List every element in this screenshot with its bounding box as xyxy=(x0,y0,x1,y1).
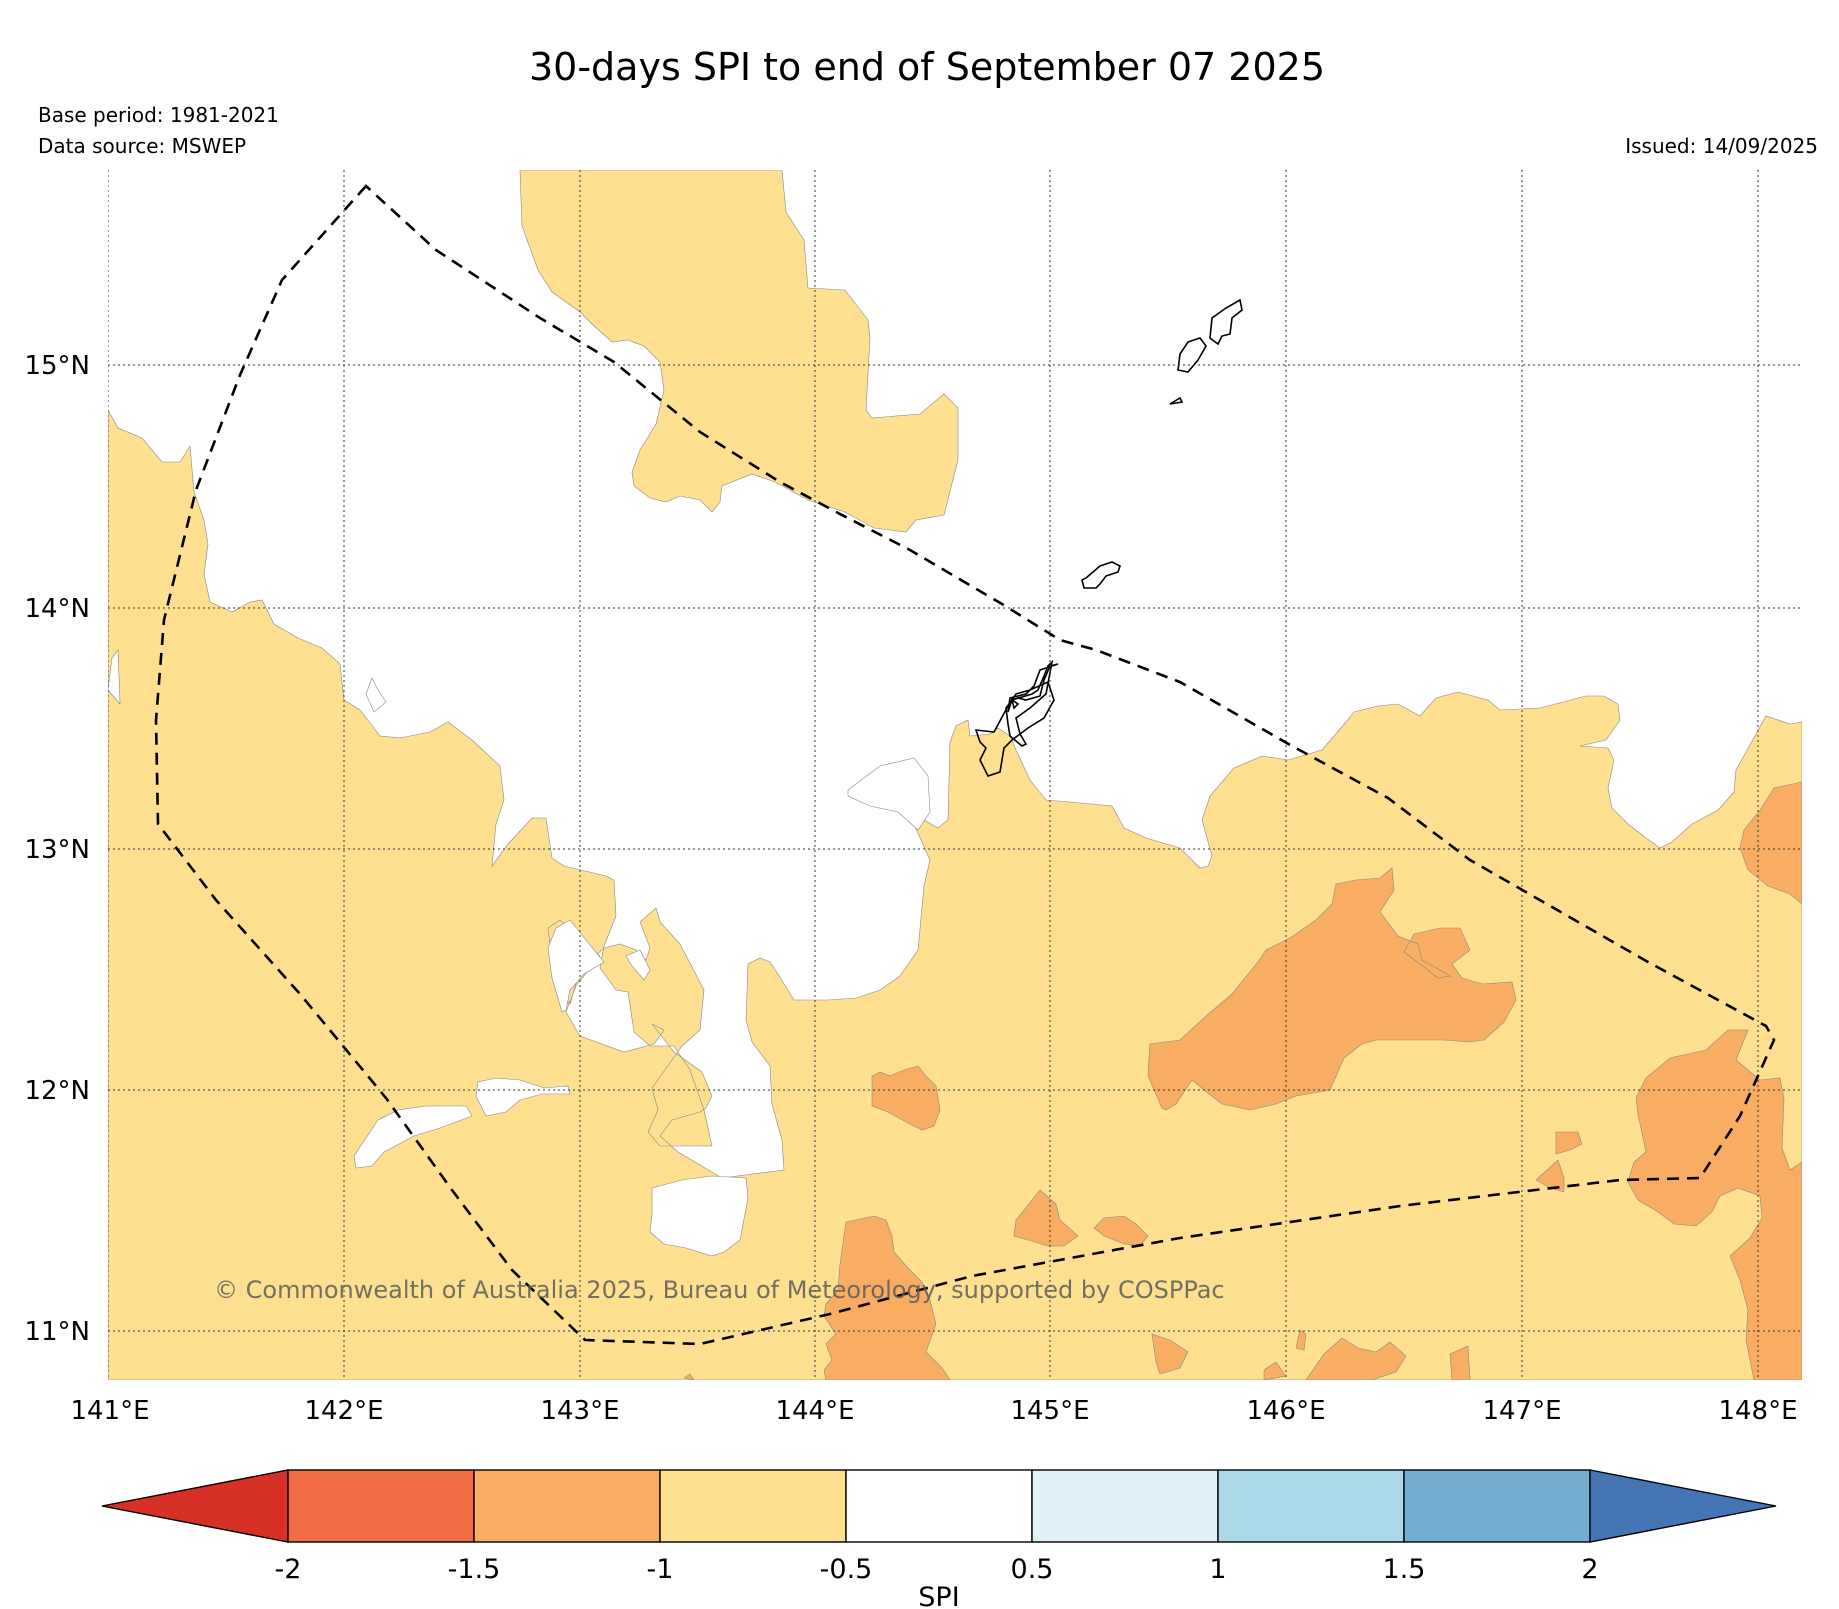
colorbar-tick: 0.5 xyxy=(1011,1554,1054,1585)
colorbar-label: SPI xyxy=(918,1582,959,1609)
lat-tick-11n: 11°N xyxy=(24,1317,90,1347)
spi-white-island-8 xyxy=(649,1175,749,1257)
colorbar-tick: -0.5 xyxy=(820,1554,873,1585)
lat-tick-12n: 12°N xyxy=(24,1076,90,1106)
spi-white-island-4 xyxy=(547,919,605,1013)
lon-tick-labels: 141°E 142°E 143°E 144°E 145°E 146°E 147°… xyxy=(70,1396,1797,1426)
spi-colorbar xyxy=(101,1469,1777,1543)
lat-tick-labels: 15°N 14°N 13°N 12°N 11°N xyxy=(24,351,90,1347)
graticule xyxy=(108,170,1802,1380)
colorbar-bin-1-to-1.5 xyxy=(1217,1469,1405,1543)
spi-orange-blob-9 xyxy=(1305,1337,1407,1380)
island-outline-saipan-2 xyxy=(1209,298,1243,346)
spi-orange-region-central-east xyxy=(1147,867,1517,1111)
copyright-credit: © Commonwealth of Australia 2025, Bureau… xyxy=(214,1276,1225,1304)
lon-tick-148e: 148°E xyxy=(1718,1396,1797,1426)
spi-white-island-6 xyxy=(475,1077,571,1117)
spi-orange-blob-2 xyxy=(1555,1131,1583,1155)
spi-orange-blob-12 xyxy=(683,1373,695,1380)
lon-tick-141e: 141°E xyxy=(70,1396,149,1426)
spi-orange-blob-4 xyxy=(1013,1189,1079,1247)
colorbar-bin-minus1.5-to-minus1 xyxy=(473,1469,661,1543)
colorbar-tick: 1 xyxy=(1209,1554,1226,1585)
lon-tick-146e: 146°E xyxy=(1246,1396,1325,1426)
lat-tick-14n: 14°N xyxy=(24,594,90,624)
eez-boundary xyxy=(154,184,1776,1346)
spi-orange-blob-8 xyxy=(1295,1329,1307,1351)
lat-tick-15n: 15°N xyxy=(24,351,90,381)
lon-tick-144e: 144°E xyxy=(775,1396,854,1426)
colorbar-extend-low xyxy=(101,1469,289,1543)
spi-region-main-land xyxy=(108,409,1802,1380)
island-outline-rota xyxy=(1010,698,1020,710)
colorbar-extend-high xyxy=(1589,1469,1777,1543)
spi-dry-moderate-regions xyxy=(108,170,1802,1380)
lon-tick-145e: 145°E xyxy=(1010,1396,1089,1426)
spi-orange-blob-3 xyxy=(1535,1159,1565,1193)
colorbar-tick: -2 xyxy=(275,1554,302,1585)
island-outline-guam xyxy=(1005,659,1054,747)
spi-orange-region-east-edge-north xyxy=(1739,781,1802,905)
spi-white-island-1 xyxy=(365,677,387,713)
issued-date-label: Issued: 14/09/2025 xyxy=(1625,134,1818,158)
spi-near-normal-regions xyxy=(108,649,931,1257)
colorbar-bin-minus1-to-minus0.5 xyxy=(659,1469,847,1543)
spi-white-island-3 xyxy=(847,757,931,831)
map-title: 30-days SPI to end of September 07 2025 xyxy=(529,45,1325,89)
spi-orange-blob-7 xyxy=(1151,1333,1189,1375)
island-outline-tinian xyxy=(1081,561,1121,589)
island-outline-small xyxy=(1169,396,1184,405)
colorbar-tick: -1.5 xyxy=(448,1554,501,1585)
lon-tick-143e: 143°E xyxy=(540,1396,619,1426)
lon-tick-147e: 147°E xyxy=(1482,1396,1561,1426)
colorbar-bin-1.5-to-2 xyxy=(1403,1469,1591,1543)
spi-orange-region-east-edge-south xyxy=(1627,1029,1802,1380)
colorbar-bin-minus2-to-minus1.5 xyxy=(287,1469,475,1543)
island-outline-rota-2 xyxy=(974,680,1055,777)
lon-tick-142e: 142°E xyxy=(304,1396,383,1426)
colorbar-bin-0.5-to-1 xyxy=(1031,1469,1219,1543)
data-source-label: Data source: MSWEP xyxy=(38,134,246,158)
spi-white-island-7 xyxy=(353,1105,473,1169)
colorbar-tick: -1 xyxy=(647,1554,674,1585)
island-outline-saipan xyxy=(1177,337,1207,373)
spi-white-island-5 xyxy=(625,949,651,981)
colorbar-tick-labels: -2 -1.5 -1 -0.5 0.5 1 1.5 2 xyxy=(275,1554,1599,1585)
spi-region-north-tongue xyxy=(519,170,959,533)
map-area: © Commonwealth of Australia 2025, Bureau… xyxy=(108,170,1802,1380)
colorbar-tick: 2 xyxy=(1581,1554,1598,1585)
spi-orange-blob-10 xyxy=(1449,1345,1471,1380)
spi-white-island-2 xyxy=(108,649,121,705)
colorbar-tick: 1.5 xyxy=(1383,1554,1426,1585)
lat-tick-13n: 13°N xyxy=(24,835,90,865)
base-period-label: Base period: 1981-2021 xyxy=(38,103,279,127)
spi-orange-blob-1 xyxy=(871,1065,941,1131)
colorbar-bin-minus0.5-to-0.5 xyxy=(845,1469,1033,1543)
